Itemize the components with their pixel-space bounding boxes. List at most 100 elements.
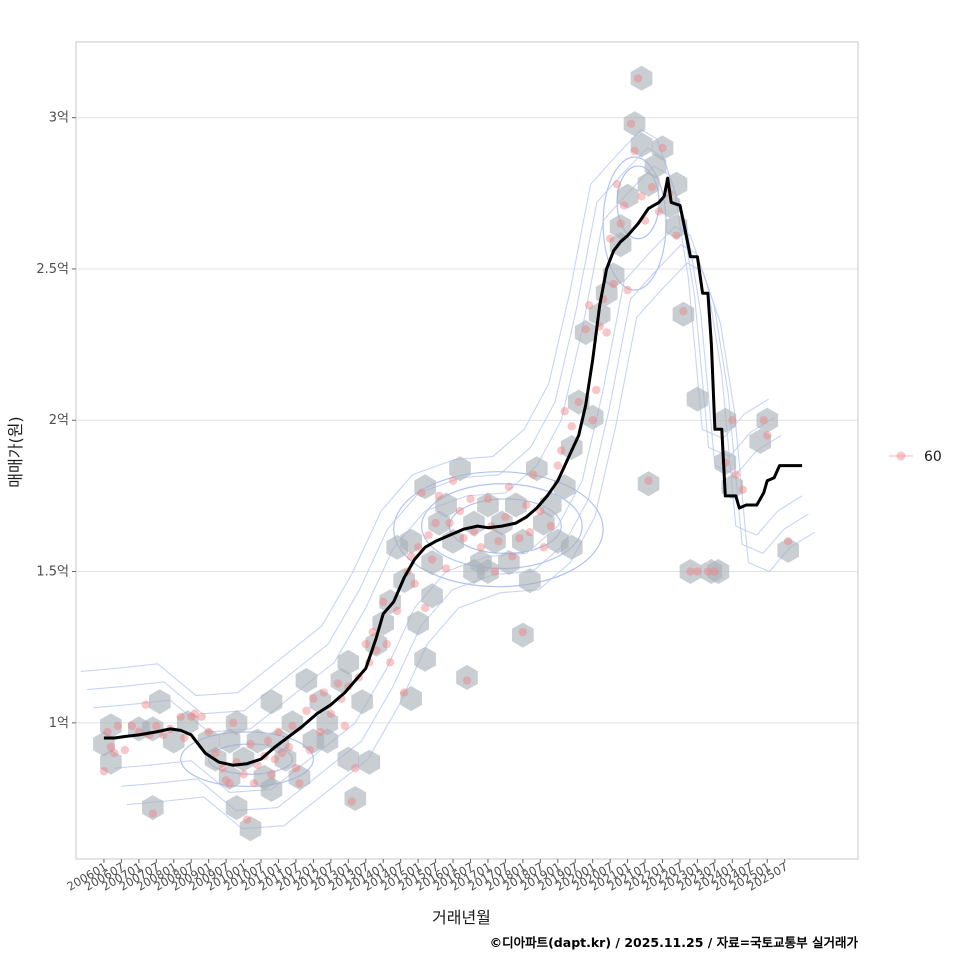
y-tick-label: 1억 (49, 716, 69, 731)
data-point (351, 764, 360, 773)
hexbin-cell (142, 716, 164, 742)
data-point (228, 718, 238, 728)
data-point (152, 721, 161, 731)
data-point (305, 745, 315, 755)
y-axis-ticks: 1억 1.5억 2억 2.5억 3억 (36, 111, 76, 731)
hexbin-cell (260, 689, 283, 715)
data-point (539, 543, 549, 552)
legend-label: 60 (924, 449, 942, 465)
data-point (431, 518, 440, 528)
data-point (113, 721, 123, 731)
data-point (525, 528, 535, 537)
data-point (588, 416, 597, 425)
data-point (309, 694, 318, 703)
data-point (253, 760, 262, 770)
hexbin-cell (428, 510, 450, 536)
legend: 60 (889, 449, 942, 465)
hexbin-cell (616, 183, 639, 209)
moving-average-line (103, 176, 803, 767)
density-contour-band (87, 147, 776, 715)
density-contour-band (80, 129, 769, 697)
hexbin-cell (400, 686, 422, 712)
hexbin-cell (609, 214, 632, 240)
data-point (574, 397, 583, 407)
data-point (584, 301, 594, 310)
data-point (462, 676, 472, 685)
data-point (420, 603, 430, 613)
data-point (504, 482, 514, 492)
data-point (581, 325, 590, 334)
hexbin-cell (672, 301, 695, 327)
y-axis-title: 매매가(원) (6, 416, 25, 487)
hexbin-cell (714, 450, 737, 476)
data-point (623, 285, 632, 295)
hexbin-cell (218, 764, 241, 790)
data-point (626, 119, 636, 128)
data-point (267, 770, 276, 779)
data-point (448, 476, 458, 485)
hexbin-cell (477, 559, 499, 584)
data-point (476, 543, 486, 552)
data-point (110, 748, 119, 758)
hexbin-cell (274, 746, 297, 772)
data-point (738, 485, 747, 495)
data-point (557, 446, 566, 455)
data-point (633, 74, 643, 83)
data-point (187, 712, 196, 721)
data-point (616, 219, 625, 228)
hexbin-cell (421, 583, 443, 609)
hexbin-cell (658, 192, 681, 218)
hexbin-cell (581, 404, 604, 430)
density-contour (180, 731, 314, 787)
data-point (560, 406, 569, 416)
data-point (466, 494, 475, 504)
legend-point-icon (896, 451, 906, 461)
hexbin-cell (100, 713, 122, 739)
data-point (274, 727, 283, 737)
data-point (249, 779, 259, 788)
y-tick-label: 1.5억 (36, 565, 69, 580)
hexbin-cell (225, 710, 248, 736)
data-point (619, 201, 629, 210)
data-point (120, 745, 130, 755)
hexbin-cell (630, 65, 653, 91)
hexbin-cell (630, 132, 653, 158)
hexbin-cell (239, 816, 262, 842)
data-point (204, 727, 213, 737)
data-point (159, 730, 168, 740)
data-point (672, 231, 681, 240)
hexbin-cell (756, 407, 779, 433)
data-point (417, 488, 426, 498)
hexbin-cell (337, 649, 360, 675)
hexbin-cell (344, 786, 367, 811)
data-point (434, 491, 444, 501)
hexbin-cell (498, 550, 520, 575)
data-point (609, 279, 618, 289)
hexbin-cell (316, 728, 339, 754)
hexbin-cell (197, 728, 220, 754)
data-point (413, 543, 423, 552)
x-axis-title: 거래년월 (432, 908, 491, 927)
hexbin-cell (707, 559, 730, 584)
hexbin-cell (519, 568, 541, 594)
hexbin-cell (351, 689, 374, 715)
data-point (399, 688, 409, 697)
data-point (103, 727, 112, 737)
data-point (728, 416, 737, 425)
data-point (326, 709, 336, 718)
hexbin-cell (337, 746, 360, 772)
hexbin-cell (100, 749, 122, 775)
data-point (494, 537, 503, 546)
hexbin-cell (505, 492, 527, 518)
data-point (225, 779, 234, 788)
data-point (99, 767, 109, 776)
data-point (654, 207, 664, 216)
hexbin-cell (526, 456, 548, 482)
data-point (302, 706, 311, 715)
hexbin-cell (533, 510, 555, 536)
data-point (382, 639, 391, 649)
data-point (612, 180, 622, 189)
hexbin-cell (358, 749, 381, 775)
data-point (333, 679, 343, 688)
